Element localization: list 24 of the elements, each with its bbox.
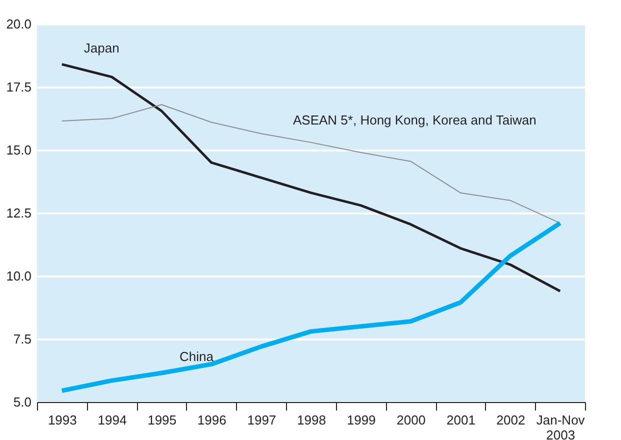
x-tick-label: Jan-Nov 2003 <box>536 412 586 440</box>
line-series <box>60 63 562 292</box>
line-series <box>60 220 562 393</box>
y-tick-label: 12.5 <box>6 206 32 220</box>
x-tick-label: 1999 <box>346 412 376 428</box>
y-tick-label: 7.5 <box>13 332 32 346</box>
y-tick-label: 10.0 <box>6 268 32 284</box>
x-tick-label: 2000 <box>396 412 426 428</box>
y-tick-label: 5.0 <box>13 394 32 410</box>
x-tick-label: 1998 <box>297 412 326 428</box>
series-label: China <box>180 349 214 364</box>
x-tick-label: 2002 <box>496 412 526 428</box>
x-tick-label: 1995 <box>148 412 177 428</box>
x-tick-label: 1997 <box>247 412 276 428</box>
x-tick-label: 1994 <box>98 412 127 428</box>
x-tick-label: 1996 <box>197 412 226 428</box>
x-tick-label: 1993 <box>48 412 77 428</box>
series-label: ASEAN 5*, Hong Kong, Korea and Taiwan <box>293 112 536 128</box>
line-series <box>61 104 561 224</box>
y-tick-label: 15.0 <box>6 142 32 158</box>
y-tick-label: 20.0 <box>6 16 32 32</box>
y-tick-label: 17.5 <box>6 80 32 94</box>
x-tick-label: 2001 <box>446 412 476 428</box>
series-label: Japan <box>84 40 120 56</box>
